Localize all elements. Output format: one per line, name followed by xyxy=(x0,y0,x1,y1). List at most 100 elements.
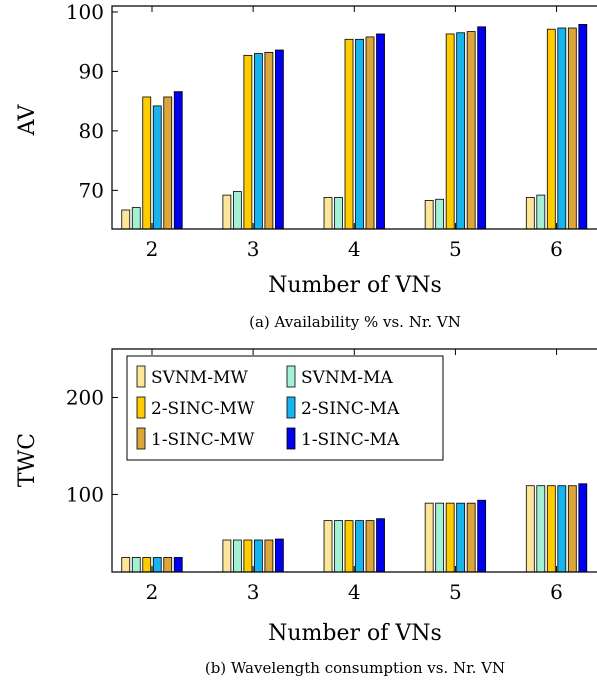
b-bar-2-sinc-mw-4 xyxy=(344,520,354,573)
a-bar-svnm-mw-6 xyxy=(525,197,535,230)
a-bar-svnm-ma-4 xyxy=(334,197,343,230)
wavelength-chart: 100 200 2 3 4 5 6 TWC Number of VNs (b) Wavele… xyxy=(15,348,597,677)
legend-label-2-sinc-mw: 2-SINC-MW xyxy=(151,399,255,419)
b-bar-2-sinc-ma-2 xyxy=(152,557,162,573)
b-bar-1-sinc-ma-5 xyxy=(477,499,487,573)
a-bar-2-sinc-mw-6 xyxy=(546,28,556,230)
a-bar-2-sinc-ma-6 xyxy=(557,27,567,230)
b-bar-svnm-mw-3 xyxy=(222,539,232,573)
a-bar-svnm-mw-5 xyxy=(424,200,434,230)
b-x-tick-label: 5 xyxy=(449,580,462,604)
availability-x-axis-label: Number of VNs xyxy=(268,273,442,298)
availability-ticks: 70 80 90 100 2 3 4 5 6 xyxy=(66,0,563,261)
a-y-tick-label: 70 xyxy=(79,178,104,202)
legend-swatch-svnm-ma xyxy=(286,365,296,388)
a-y-tick-label: 100 xyxy=(66,0,104,24)
b-bar-1-sinc-ma-4 xyxy=(376,518,385,573)
a-bar-1-sinc-mw-4 xyxy=(365,36,375,230)
a-bar-svnm-mw-4 xyxy=(323,197,333,230)
b-bar-svnm-ma-4 xyxy=(334,520,343,573)
a-bar-1-sinc-ma-6 xyxy=(578,24,588,230)
wavelength-caption: (b) Wavelength consumption vs. Nr. VN xyxy=(205,659,505,677)
wavelength-bars xyxy=(121,483,588,573)
b-x-tick-label: 4 xyxy=(348,580,361,604)
availability-chart: 70 80 90 100 2 3 4 5 6 AV Number of VNs (a) Avai… xyxy=(15,0,597,331)
legend-label-svnm-ma: SVNM-MA xyxy=(301,368,393,388)
b-bar-1-sinc-mw-2 xyxy=(163,557,173,573)
legend-label-svnm-mw: SVNM-MW xyxy=(151,368,248,388)
b-bar-2-sinc-mw-3 xyxy=(243,539,253,573)
b-bar-2-sinc-ma-5 xyxy=(456,502,466,573)
b-bar-1-sinc-mw-5 xyxy=(466,502,476,573)
b-bar-1-sinc-mw-3 xyxy=(264,539,274,573)
legend-swatch-2-sinc-ma xyxy=(286,396,296,419)
a-bar-2-sinc-ma-5 xyxy=(456,32,466,230)
legend: SVNM-MW SVNM-MA 2-SINC-MW 2-SINC-MA 1-SINC-M… xyxy=(126,355,444,461)
legend-swatch-svnm-mw xyxy=(136,365,146,388)
b-bar-1-sinc-mw-4 xyxy=(365,520,375,573)
availability-axes xyxy=(111,5,597,230)
a-x-tick-label: 4 xyxy=(348,237,361,261)
b-bar-2-sinc-mw-2 xyxy=(142,557,152,573)
a-bar-2-sinc-ma-3 xyxy=(253,53,263,230)
legend-swatch-1-sinc-mw xyxy=(136,427,146,450)
a-bar-1-sinc-ma-3 xyxy=(274,49,284,230)
a-bar-2-sinc-ma-2 xyxy=(152,105,162,230)
wavelength-y-axis-label: TWC xyxy=(15,433,40,487)
a-x-tick-label: 2 xyxy=(146,237,159,261)
a-bar-1-sinc-ma-2 xyxy=(173,91,183,230)
b-bar-2-sinc-mw-5 xyxy=(445,502,455,573)
a-bar-2-sinc-mw-5 xyxy=(445,33,455,230)
a-bar-1-sinc-ma-4 xyxy=(376,33,385,230)
b-bar-1-sinc-mw-6 xyxy=(567,485,577,573)
a-bar-svnm-mw-2 xyxy=(121,209,131,230)
b-bar-svnm-mw-5 xyxy=(424,502,434,573)
a-y-tick-label: 80 xyxy=(79,119,104,143)
legend-label-1-sinc-mw: 1-SINC-MW xyxy=(151,430,255,450)
a-bar-svnm-ma-5 xyxy=(435,198,445,230)
b-bar-svnm-mw-4 xyxy=(323,520,333,573)
a-bar-2-sinc-mw-3 xyxy=(243,54,253,230)
b-bar-2-sinc-ma-6 xyxy=(557,485,567,573)
b-y-tick-label: 100 xyxy=(66,482,104,506)
legend-swatch-2-sinc-mw xyxy=(136,396,146,419)
wavelength-ticks: 100 200 2 3 4 5 6 xyxy=(66,349,563,604)
a-x-tick-label: 5 xyxy=(449,237,462,261)
a-axis-frame xyxy=(111,5,597,230)
a-bar-svnm-mw-3 xyxy=(222,194,232,230)
a-x-tick-label: 6 xyxy=(550,237,563,261)
b-bar-1-sinc-ma-6 xyxy=(578,483,588,573)
b-bar-svnm-ma-5 xyxy=(435,502,445,573)
a-bar-1-sinc-ma-5 xyxy=(477,26,487,230)
b-bar-svnm-mw-2 xyxy=(121,557,131,573)
b-bar-svnm-ma-2 xyxy=(131,557,141,573)
a-bar-2-sinc-mw-4 xyxy=(344,38,354,230)
legend-label-1-sinc-ma: 1-SINC-MA xyxy=(301,430,400,450)
a-bar-1-sinc-mw-5 xyxy=(466,31,476,230)
legend-box xyxy=(126,355,444,461)
a-bar-2-sinc-ma-4 xyxy=(355,38,364,230)
b-bar-svnm-mw-6 xyxy=(525,485,535,573)
a-bar-2-sinc-mw-2 xyxy=(142,96,152,230)
a-bar-1-sinc-mw-6 xyxy=(567,27,577,230)
a-bar-svnm-ma-3 xyxy=(232,191,242,230)
b-y-tick-label: 200 xyxy=(66,385,104,409)
a-bar-1-sinc-mw-2 xyxy=(163,96,173,230)
b-bar-svnm-ma-3 xyxy=(232,539,242,573)
legend-entries: SVNM-MW SVNM-MA 2-SINC-MW 2-SINC-MA 1-SINC-M… xyxy=(136,365,400,450)
b-x-tick-label: 6 xyxy=(550,580,563,604)
availability-caption: (a) Availability % vs. Nr. VN xyxy=(249,313,461,331)
a-bar-1-sinc-mw-3 xyxy=(264,51,274,230)
wavelength-x-axis-label: Number of VNs xyxy=(268,621,442,646)
availability-y-axis-label: AV xyxy=(15,104,40,137)
a-y-tick-label: 90 xyxy=(79,59,104,83)
legend-label-2-sinc-ma: 2-SINC-MA xyxy=(301,399,400,419)
b-bar-svnm-ma-6 xyxy=(536,485,546,573)
availability-bars xyxy=(121,24,588,230)
b-bar-2-sinc-mw-6 xyxy=(546,485,556,573)
legend-swatch-1-sinc-ma xyxy=(286,427,296,450)
b-bar-1-sinc-ma-3 xyxy=(274,538,284,573)
b-x-tick-label: 2 xyxy=(146,580,159,604)
a-x-tick-label: 3 xyxy=(247,237,260,261)
